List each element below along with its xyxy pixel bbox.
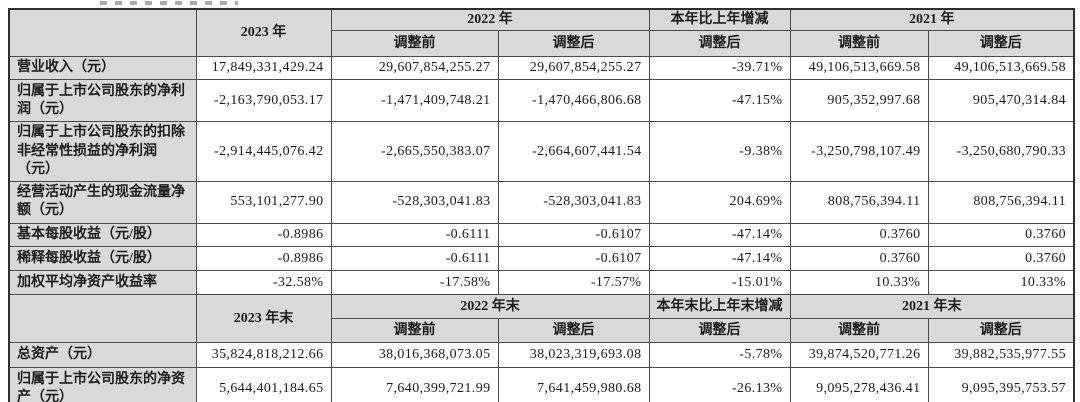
value-cell: -47.15% <box>648 79 791 123</box>
corner-empty-cell <box>8 8 197 58</box>
value-cell: 29,607,854,255.27 <box>330 56 499 81</box>
row-label: 总资产（元） <box>8 342 197 369</box>
value-cell: 7,640,399,721.99 <box>330 367 499 402</box>
value-cell: -0.6107 <box>497 246 650 272</box>
value-cell: 204.69% <box>648 180 791 224</box>
row-operating-cash-flow: 经营活动产生的现金流量净额（元） 553,101,277.90 -528,303… <box>8 180 1075 224</box>
subheader-2021-before: 调整前 <box>789 30 929 58</box>
value-cell: -32.58% <box>195 270 332 296</box>
value-cell: -39.71% <box>648 56 791 81</box>
row-net-profit: 归属于上市公司股东的净利润（元） -2,163,790,053.17 -1,47… <box>8 79 1075 123</box>
col-header-yearend-change: 本年末比上年末增减 <box>648 294 791 320</box>
row-label: 归属于上市公司股东的扣除非经常性损益的净利润（元） <box>8 121 197 182</box>
value-cell: 0.3760 <box>927 246 1075 272</box>
col-header-2021-end-group: 2021 年末 <box>789 294 1075 320</box>
value-cell: -528,303,041.83 <box>330 180 499 224</box>
col-header-2023-end: 2023 年末 <box>195 294 332 344</box>
row-net-profit-excl-nonrecurring: 归属于上市公司股东的扣除非经常性损益的净利润（元） -2,914,445,076… <box>8 121 1075 182</box>
value-cell: 49,106,513,669.58 <box>927 56 1075 81</box>
col-header-yoy-change: 本年比上年增减 <box>648 8 791 32</box>
subheader-2021end-before: 调整前 <box>789 318 929 344</box>
value-cell: -17.57% <box>497 270 650 296</box>
corner-empty-cell <box>8 294 197 344</box>
subheader-2021end-after: 调整后 <box>927 318 1075 344</box>
value-cell: -9.38% <box>648 121 791 182</box>
subheader-change-after: 调整后 <box>648 30 791 58</box>
row-total-assets: 总资产（元） 35,824,818,212.66 38,016,368,073.… <box>8 342 1075 369</box>
clipped-text-fragment <box>100 1 238 5</box>
value-cell: 29,607,854,255.27 <box>497 56 650 81</box>
value-cell: 17,849,331,429.24 <box>195 56 332 81</box>
value-cell: -0.8986 <box>195 246 332 272</box>
row-label: 基本每股收益（元/股） <box>8 222 197 248</box>
value-cell: -3,250,798,107.49 <box>789 121 929 182</box>
section1-header-row2: 调整前 调整后 调整后 调整前 调整后 <box>9 30 1075 58</box>
value-cell: -5.78% <box>648 342 791 369</box>
value-cell: 808,756,394.11 <box>789 180 929 224</box>
value-cell: -3,250,680,790.33 <box>927 121 1075 182</box>
value-cell: 553,101,277.90 <box>195 180 332 224</box>
row-label: 经营活动产生的现金流量净额（元） <box>8 180 197 224</box>
value-cell: 808,756,394.11 <box>927 180 1075 224</box>
row-diluted-eps: 稀释每股收益（元/股） -0.8986 -0.6111 -0.6107 -47.… <box>8 246 1075 272</box>
value-cell: 9,095,278,436.41 <box>789 367 929 402</box>
section2-header-row2: 调整前 调整后 调整后 调整前 调整后 <box>9 318 1075 344</box>
value-cell: 39,882,535,977.55 <box>927 342 1075 369</box>
subheader-2022end-after: 调整后 <box>497 318 650 344</box>
section1-header-row1: 2023 年 2022 年 本年比上年增减 2021 年 <box>8 8 1075 58</box>
col-header-2022-group: 2022 年 <box>330 8 650 32</box>
row-label: 稀释每股收益（元/股） <box>8 246 197 272</box>
row-operating-revenue: 营业收入（元） 17,849,331,429.24 29,607,854,255… <box>8 56 1075 81</box>
value-cell: -0.8986 <box>195 222 332 248</box>
col-header-2022-end-group: 2022 年末 <box>330 294 650 320</box>
value-cell: 38,023,319,693.08 <box>497 342 650 369</box>
subheader-2022end-before: 调整前 <box>330 318 499 344</box>
value-cell: 10.33% <box>789 270 929 296</box>
value-cell: -0.6107 <box>497 222 650 248</box>
row-label: 加权平均净资产收益率 <box>8 270 197 296</box>
row-label: 归属于上市公司股东的净资产（元） <box>8 367 197 402</box>
col-header-2021-group: 2021 年 <box>789 8 1075 32</box>
subheader-2021-after: 调整后 <box>927 30 1075 58</box>
row-basic-eps: 基本每股收益（元/股） -0.8986 -0.6111 -0.6107 -47.… <box>8 222 1075 248</box>
value-cell: -47.14% <box>648 222 791 248</box>
key-financial-indicators-table: 2023 年 2022 年 本年比上年增减 2021 年 调整前 调整后 调整后… <box>8 8 1075 402</box>
value-cell: 5,644,401,184.65 <box>195 367 332 402</box>
value-cell: 10.33% <box>927 270 1075 296</box>
value-cell: -47.14% <box>648 246 791 272</box>
value-cell: 35,824,818,212.66 <box>195 342 332 369</box>
value-cell: -2,163,790,053.17 <box>195 79 332 123</box>
subheader-2022-before: 调整前 <box>330 30 499 58</box>
value-cell: 39,874,520,771.26 <box>789 342 929 369</box>
row-weighted-avg-roe: 加权平均净资产收益率 -32.58% -17.58% -17.57% -15.0… <box>8 270 1075 296</box>
section2-header-row1: 2023 年末 2022 年末 本年末比上年末增减 2021 年末 <box>8 294 1075 344</box>
subheader-change-after: 调整后 <box>648 318 791 344</box>
row-net-assets: 归属于上市公司股东的净资产（元） 5,644,401,184.65 7,640,… <box>8 367 1075 402</box>
subheader-2022-after: 调整后 <box>497 30 650 58</box>
value-cell: -2,665,550,383.07 <box>330 121 499 182</box>
value-cell: -1,471,409,748.21 <box>330 79 499 123</box>
value-cell: -0.6111 <box>330 246 499 272</box>
value-cell: -1,470,466,806.68 <box>497 79 650 123</box>
value-cell: -2,914,445,076.42 <box>195 121 332 182</box>
col-header-2023: 2023 年 <box>195 8 332 58</box>
row-label: 营业收入（元） <box>8 56 197 81</box>
value-cell: -26.13% <box>648 367 791 402</box>
value-cell: -528,303,041.83 <box>497 180 650 224</box>
value-cell: 38,016,368,073.05 <box>330 342 499 369</box>
value-cell: -17.58% <box>330 270 499 296</box>
value-cell: -15.01% <box>648 270 791 296</box>
value-cell: 0.3760 <box>789 222 929 248</box>
value-cell: 9,095,395,753.57 <box>927 367 1075 402</box>
value-cell: 0.3760 <box>927 222 1075 248</box>
value-cell: -2,664,607,441.54 <box>497 121 650 182</box>
value-cell: 49,106,513,669.58 <box>789 56 929 81</box>
value-cell: 0.3760 <box>789 246 929 272</box>
row-label: 归属于上市公司股东的净利润（元） <box>8 79 197 123</box>
value-cell: 905,352,997.68 <box>789 79 929 123</box>
value-cell: 905,470,314.84 <box>927 79 1075 123</box>
value-cell: 7,641,459,980.68 <box>497 367 650 402</box>
value-cell: -0.6111 <box>330 222 499 248</box>
